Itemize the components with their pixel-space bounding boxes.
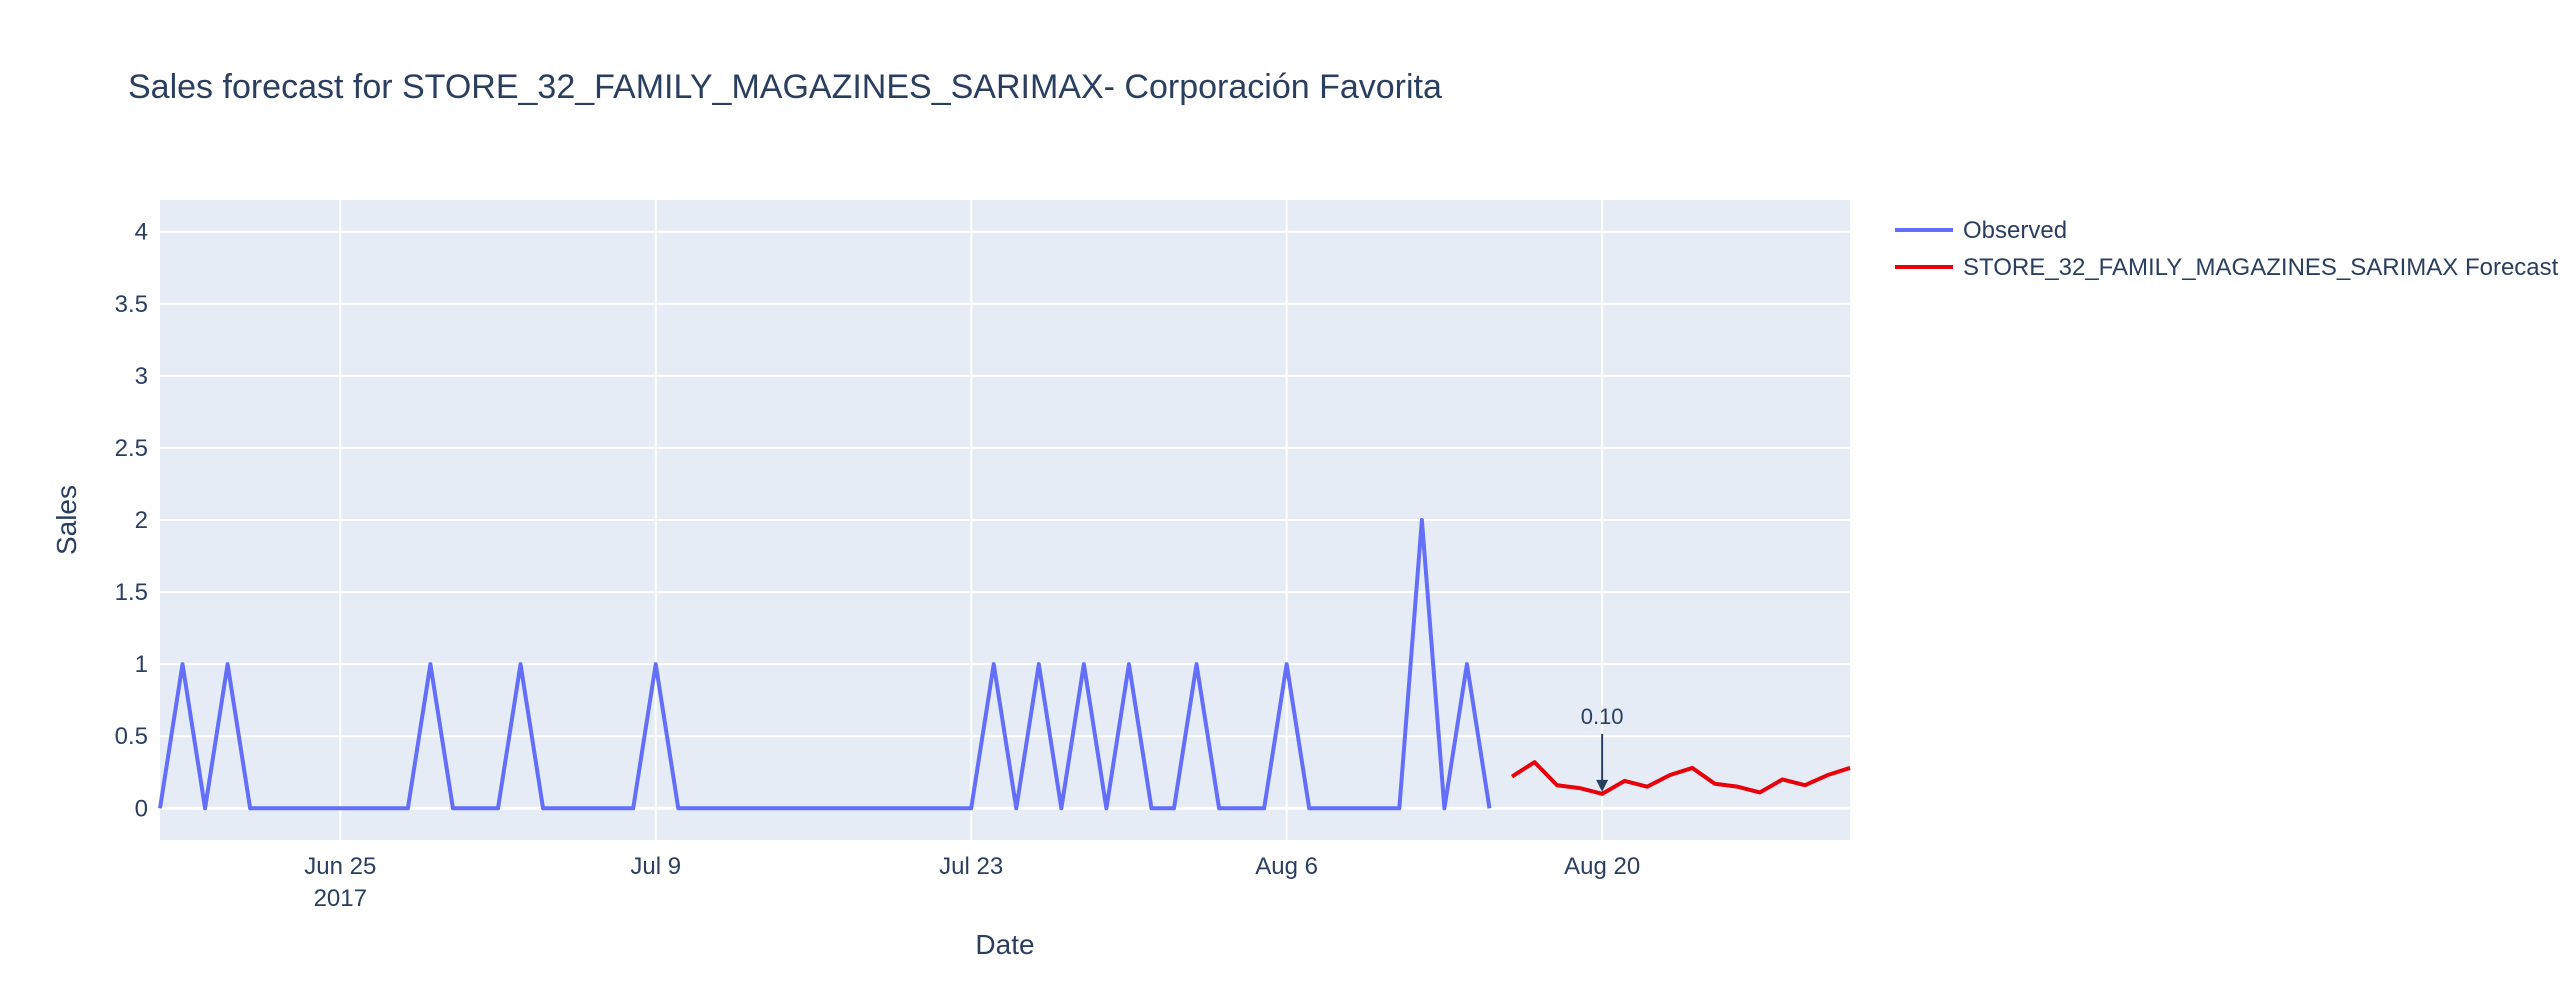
legend-item-observed[interactable]: Observed xyxy=(1895,217,2067,244)
y-tick-label: 4 xyxy=(135,219,148,246)
x-tick-labels: Jun 25 2017 Jul 9 Jul 23 Aug 6 Aug 20 xyxy=(304,853,1640,912)
chart-title: Sales forecast for STORE_32_FAMILY_MAGAZ… xyxy=(128,68,1442,106)
x-tick-label: Jun 25 xyxy=(304,853,376,880)
x-tick-label: Jul 9 xyxy=(630,853,681,880)
series-line-observed[interactable] xyxy=(158,518,1492,811)
y-tick-label: 3 xyxy=(135,363,148,390)
y-tick-labels: 0 0.5 1 1.5 2 2.5 3 3.5 4 xyxy=(115,219,148,823)
annotations: 0.10 xyxy=(1581,704,1624,792)
x-tick-label: Aug 20 xyxy=(1564,853,1640,880)
y-tick-label: 2.5 xyxy=(115,435,148,462)
x-tick-year-label: 2017 xyxy=(314,885,367,912)
legend[interactable]: Observed STORE_32_FAMILY_MAGAZINES_SARIM… xyxy=(1895,217,2559,281)
legend-label-forecast: STORE_32_FAMILY_MAGAZINES_SARIMAX Foreca… xyxy=(1963,254,2559,281)
x-axis-title: Date xyxy=(975,929,1034,960)
series-lines xyxy=(158,518,1851,811)
y-tick-label: 1.5 xyxy=(115,579,148,606)
annotation-arrow-head xyxy=(1596,779,1609,792)
x-tick-label: Aug 6 xyxy=(1255,853,1318,880)
y-tick-label: 1 xyxy=(135,651,148,678)
legend-label-observed: Observed xyxy=(1963,217,2067,244)
y-axis-title: Sales xyxy=(51,485,82,555)
x-tick-label: Jul 23 xyxy=(939,853,1003,880)
y-tick-label: 3.5 xyxy=(115,291,148,318)
legend-item-forecast[interactable]: STORE_32_FAMILY_MAGAZINES_SARIMAX Foreca… xyxy=(1895,254,2559,281)
series-line-forecast[interactable] xyxy=(1510,760,1851,796)
y-tick-label: 0.5 xyxy=(115,723,148,750)
y-tick-label: 0 xyxy=(135,795,148,822)
y-tick-label: 2 xyxy=(135,507,148,534)
x-gridlines xyxy=(339,200,1604,840)
annotation-label: 0.10 xyxy=(1581,704,1624,729)
